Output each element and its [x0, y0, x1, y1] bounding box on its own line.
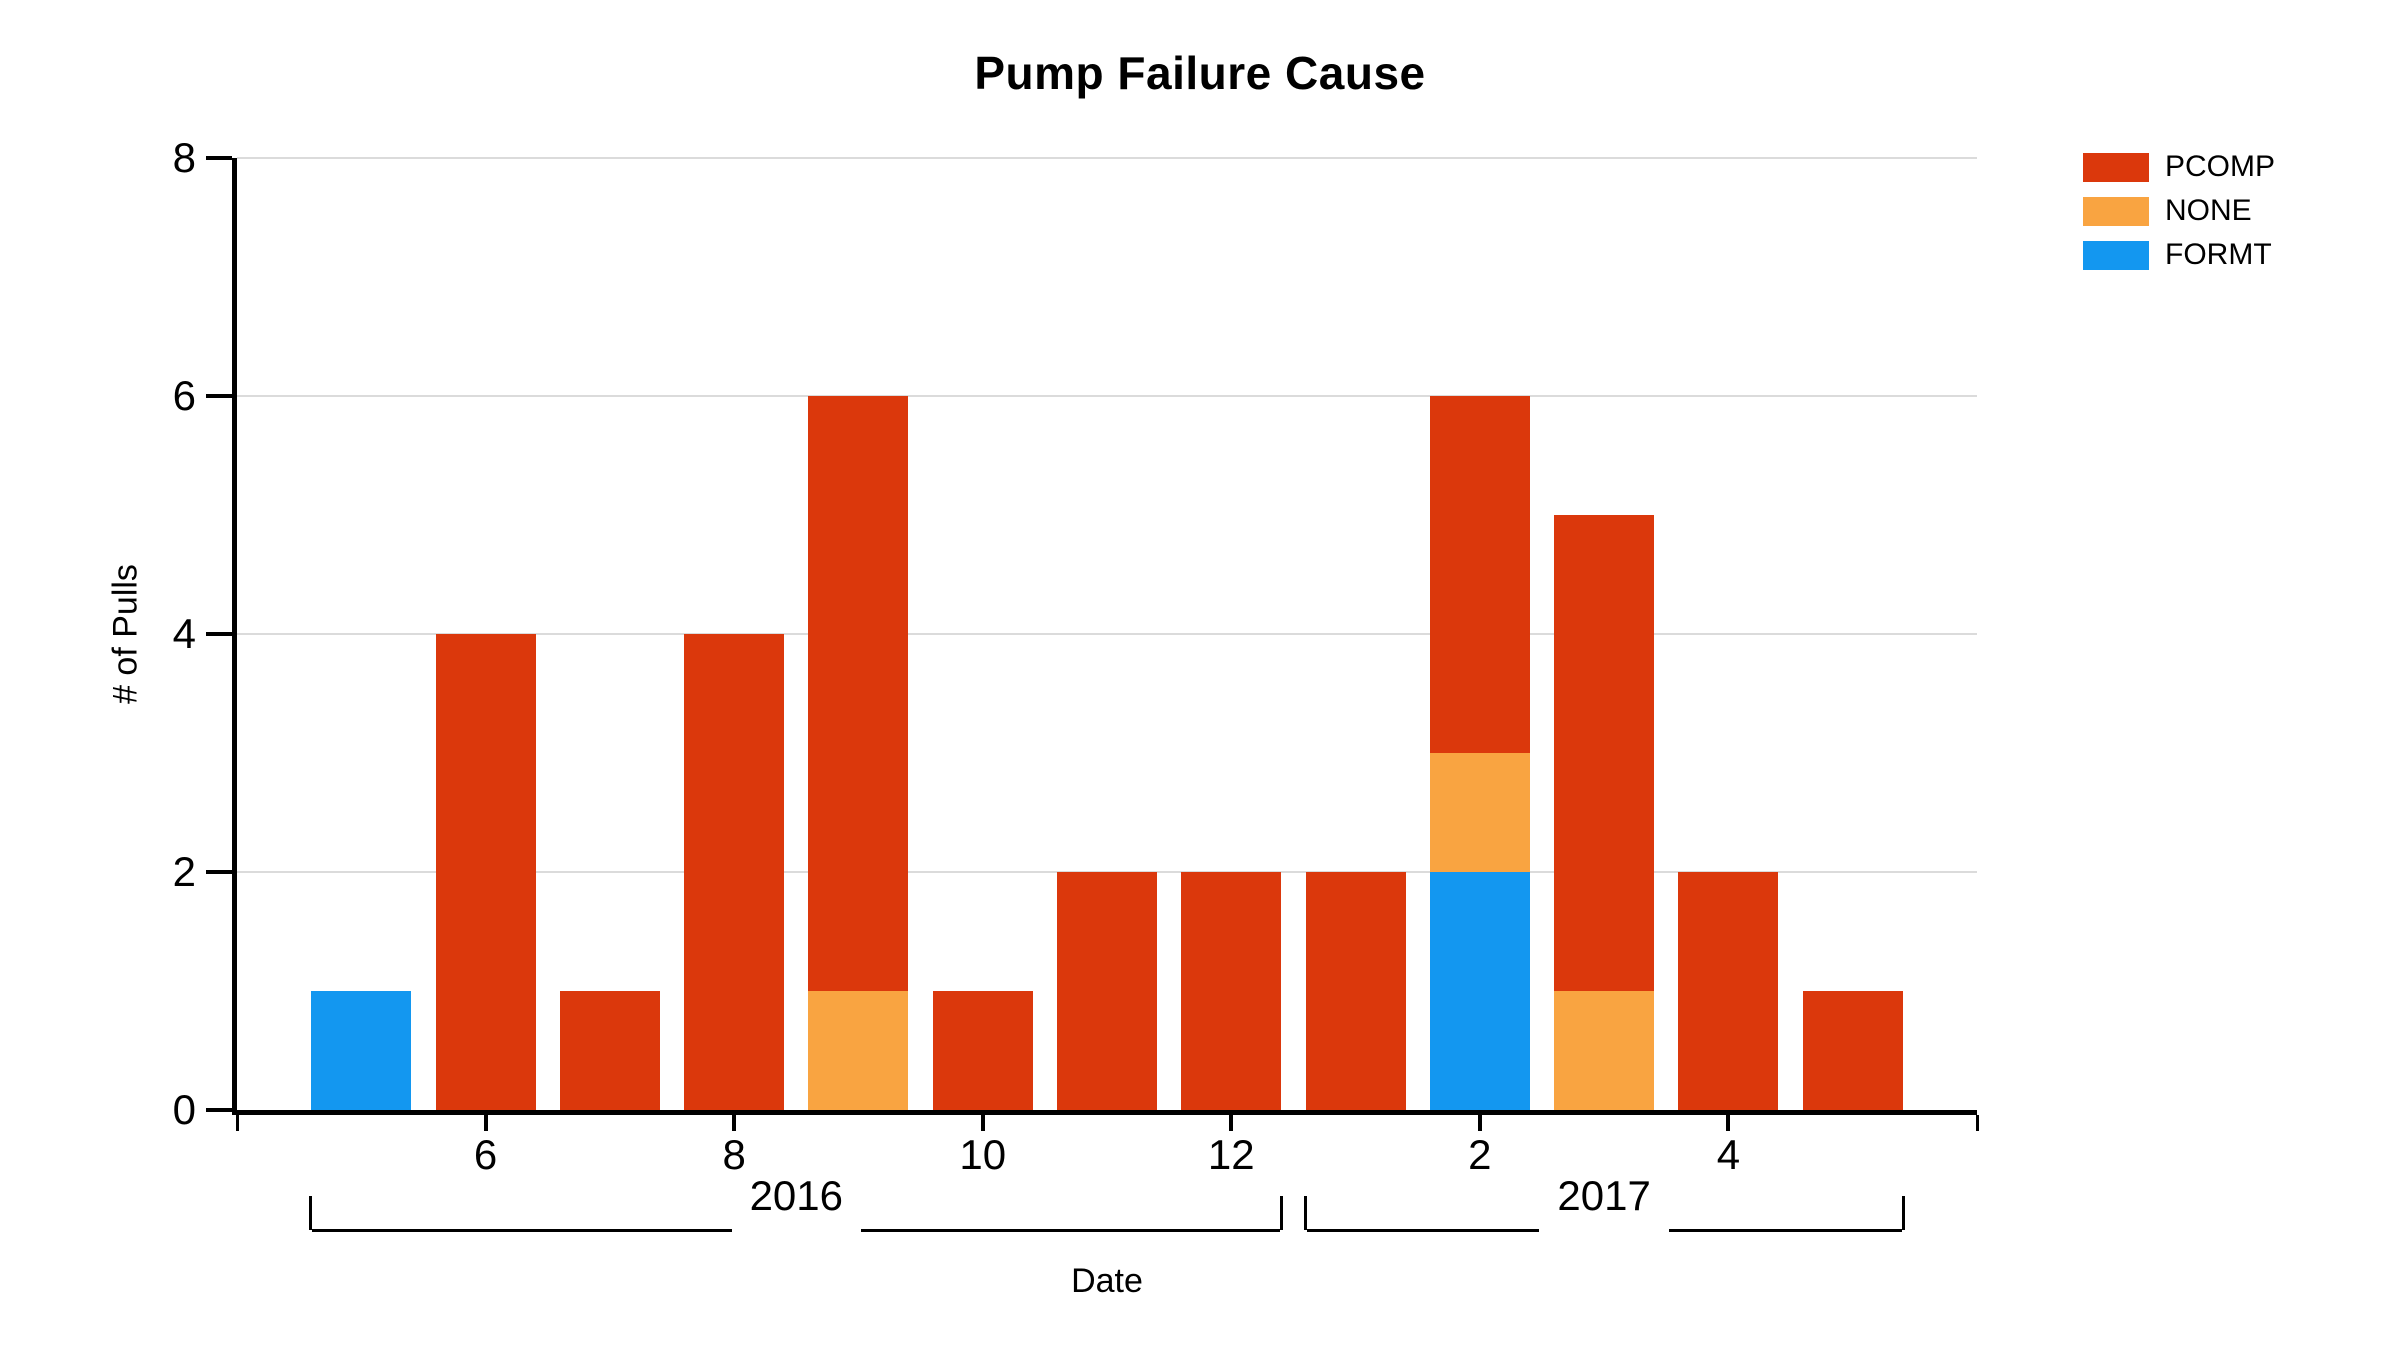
- bar-2016-05-formt: [311, 991, 412, 1110]
- bar-2017-04-pcomp: [1678, 872, 1779, 1110]
- x-tick-label-4: 4: [1716, 1131, 1741, 1178]
- x-tick-month-8: [732, 1115, 737, 1131]
- bar-2017-03-pcomp: [1554, 515, 1655, 991]
- bracket-part: [861, 1196, 1281, 1232]
- bar-2016-06-pcomp: [435, 634, 536, 1110]
- bracket-part: [1668, 1196, 1902, 1232]
- legend-label-pcomp: PCOMP: [2165, 150, 2276, 183]
- legend-swatch-none: [2083, 196, 2149, 226]
- bar-2016-07-pcomp: [559, 991, 660, 1110]
- bar-2016-11-pcomp: [1057, 872, 1157, 1110]
- bar-2016-10-pcomp: [932, 991, 1033, 1110]
- bracket-part: [1280, 1196, 1284, 1230]
- legend-label-formt: FORMT: [2165, 238, 2272, 271]
- x-edge-tick-14: [1976, 1115, 1979, 1131]
- y-gridline-4: [237, 633, 1977, 635]
- y-tick-label-4: 4: [172, 610, 196, 657]
- year-bracket-2017: 2017: [1303, 1172, 1905, 1262]
- y-tick-label-2: 2: [172, 848, 196, 895]
- year-label-2017: 2017: [1557, 1172, 1651, 1219]
- x-tick-label-2: 2: [1468, 1131, 1492, 1178]
- x-tick-month-2: [1477, 1115, 1482, 1131]
- x-tick-label-10: 10: [959, 1131, 1007, 1178]
- bar-2017-03-none: [1554, 991, 1655, 1110]
- x-tick-label-8: 8: [722, 1131, 746, 1178]
- bar-2017-02-none: [1429, 753, 1530, 872]
- bracket-part: [1306, 1196, 1540, 1232]
- y-gridline-6: [237, 395, 1977, 397]
- y-tick-2: [206, 870, 232, 874]
- bar-2017-05-pcomp: [1802, 991, 1903, 1110]
- x-tick-month-6: [483, 1115, 488, 1131]
- year-label-2016: 2016: [749, 1172, 843, 1219]
- y-tick-label-8: 8: [172, 134, 196, 181]
- bar-2017-02-pcomp: [1429, 396, 1530, 753]
- legend-swatch-formt: [2083, 240, 2149, 270]
- x-axis-title: Date: [1071, 1262, 1143, 1300]
- y-tick-8: [206, 156, 232, 160]
- bracket-part: [1901, 1196, 1905, 1230]
- x-tick-label-6: 6: [473, 1131, 498, 1178]
- bar-2016-09-none: [808, 991, 909, 1110]
- x-edge-tick-0: [236, 1115, 239, 1131]
- bar-2016-08-pcomp: [684, 634, 785, 1110]
- legend: PCOMP NONE FORMT: [2083, 152, 2275, 270]
- x-tick-label-12: 12: [1207, 1131, 1255, 1178]
- y-tick-label-0: 0: [172, 1086, 196, 1133]
- legend-item-none[interactable]: NONE: [2083, 196, 2275, 226]
- legend-swatch-pcomp: [2083, 152, 2149, 182]
- x-axis-line: [232, 1110, 1977, 1115]
- legend-label-none: NONE: [2165, 194, 2252, 227]
- bracket-part: [312, 1196, 732, 1232]
- bracket-part: [1303, 1196, 1307, 1230]
- y-axis-line: [232, 158, 237, 1115]
- bar-2017-02-formt: [1429, 872, 1530, 1110]
- legend-item-formt[interactable]: FORMT: [2083, 240, 2275, 270]
- legend-item-pcomp[interactable]: PCOMP: [2083, 152, 2275, 182]
- bar-2016-12-pcomp: [1181, 872, 1282, 1110]
- y-tick-6: [206, 394, 232, 398]
- bar-2016-09-pcomp: [808, 396, 909, 991]
- year-bracket-2016: 2016: [309, 1172, 1284, 1262]
- y-gridline-8: [237, 157, 1977, 159]
- x-tick-month-4: [1726, 1115, 1731, 1131]
- x-tick-month-10: [980, 1115, 985, 1131]
- y-tick-0: [206, 1108, 232, 1112]
- bracket-part: [309, 1196, 313, 1230]
- y-tick-4: [206, 632, 232, 636]
- bar-2017-01-pcomp: [1305, 872, 1406, 1110]
- y-tick-label-6: 6: [172, 372, 196, 419]
- chart-title: Pump Failure Cause: [974, 47, 1426, 99]
- x-tick-month-12: [1229, 1115, 1234, 1131]
